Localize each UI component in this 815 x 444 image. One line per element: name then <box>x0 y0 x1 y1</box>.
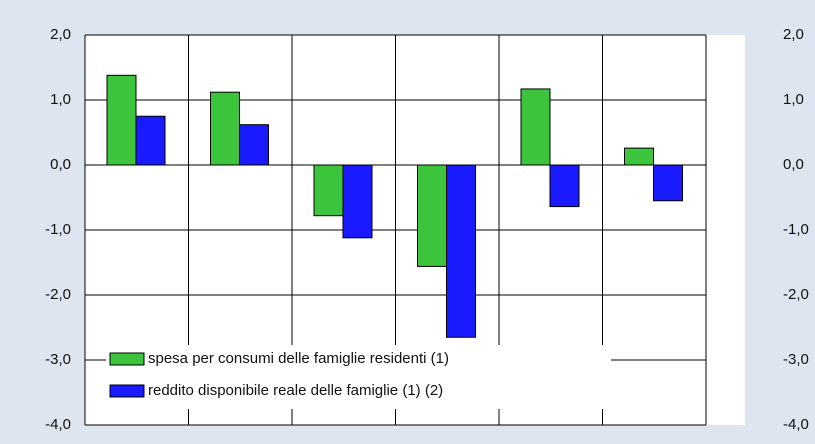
y2-tick-label: -2,0 <box>783 286 809 303</box>
bar <box>446 164 476 338</box>
bar <box>624 147 654 166</box>
bar <box>239 124 269 166</box>
bar <box>210 91 240 166</box>
bar <box>313 164 344 217</box>
y2-tick-label: -4,0 <box>783 416 809 433</box>
bar <box>417 164 447 267</box>
bar <box>520 88 551 166</box>
legend-label: reddito disponibile reale delle famiglie… <box>148 382 443 399</box>
y2-tick-label: 1,0 <box>783 91 804 108</box>
y-tick-label: 2,0 <box>50 26 71 43</box>
bar <box>549 164 580 208</box>
y2-tick-label: 2,0 <box>783 26 804 43</box>
legend-swatch <box>109 352 145 366</box>
bar <box>342 164 373 239</box>
y-tick-label: -2,0 <box>45 286 71 303</box>
bar <box>106 74 137 166</box>
bar <box>135 115 166 166</box>
y2-tick-label: 0,0 <box>783 156 804 173</box>
legend-swatch <box>109 384 145 398</box>
legend-label: spesa per consumi delle famiglie residen… <box>148 350 449 367</box>
y-tick-label: -1,0 <box>45 221 71 238</box>
y2-tick-label: -1,0 <box>783 221 809 238</box>
y-tick-label: 0,0 <box>50 156 71 173</box>
legend-box <box>106 345 611 409</box>
bar <box>653 164 683 202</box>
y-tick-label: -4,0 <box>45 416 71 433</box>
y-tick-label: 1,0 <box>50 91 71 108</box>
y-tick-label: -3,0 <box>45 351 71 368</box>
y2-tick-label: -3,0 <box>783 351 809 368</box>
